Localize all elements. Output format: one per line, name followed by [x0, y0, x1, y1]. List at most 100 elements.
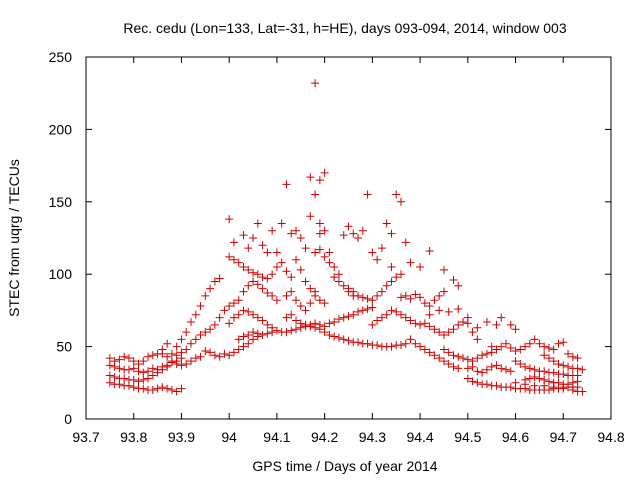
data-point	[521, 380, 530, 389]
data-point	[516, 345, 525, 354]
data-point	[344, 284, 353, 293]
data-point	[535, 339, 544, 348]
data-point	[253, 329, 262, 338]
data-point	[239, 231, 248, 240]
data-point	[215, 352, 224, 361]
data-point	[225, 351, 234, 360]
data-point	[129, 375, 138, 384]
data-point	[478, 351, 487, 360]
data-point	[115, 380, 124, 389]
data-point	[377, 287, 386, 296]
data-point	[191, 335, 200, 344]
data-point	[473, 323, 482, 332]
data-point	[554, 339, 563, 348]
data-point	[244, 331, 253, 340]
data-point	[382, 310, 391, 319]
data-point	[439, 345, 448, 354]
data-point	[234, 335, 243, 344]
data-point	[253, 313, 262, 322]
data-point	[139, 375, 148, 384]
data-point	[554, 378, 563, 387]
data-point	[253, 219, 262, 228]
data-point	[239, 306, 248, 315]
data-point	[468, 377, 477, 386]
data-point	[105, 354, 114, 363]
data-point	[459, 317, 468, 326]
data-point	[358, 226, 367, 235]
data-point	[182, 328, 191, 337]
data-point	[330, 332, 339, 341]
data-point	[239, 287, 248, 296]
data-point	[225, 215, 234, 224]
data-point	[258, 331, 267, 340]
chart-title: Rec. cedu (Lon=133, Lat=-31, h=HE), days…	[123, 20, 566, 36]
data-point	[306, 322, 315, 331]
data-point	[559, 338, 568, 347]
x-tick-label: 94.8	[597, 429, 624, 445]
data-point	[296, 302, 305, 311]
data-point	[229, 348, 238, 357]
data-point	[229, 238, 238, 247]
data-point	[177, 348, 186, 357]
data-point	[249, 268, 258, 277]
data-point	[444, 359, 453, 368]
data-point	[373, 291, 382, 300]
data-point	[354, 234, 363, 242]
data-point	[334, 315, 343, 324]
data-point	[239, 342, 248, 351]
data-point	[564, 349, 573, 358]
data-point	[463, 374, 472, 383]
data-point	[201, 328, 210, 337]
data-point	[129, 364, 138, 373]
x-tick-label: 93.9	[168, 429, 195, 445]
data-point	[454, 304, 463, 313]
data-point	[373, 255, 382, 264]
data-point	[249, 328, 258, 337]
data-point	[339, 335, 348, 344]
y-tick-label: 200	[49, 121, 73, 137]
data-point	[315, 245, 324, 254]
data-point	[497, 342, 506, 351]
data-point	[439, 331, 448, 340]
data-point	[554, 359, 563, 368]
x-tick-label: 94.7	[550, 429, 577, 445]
data-point	[339, 313, 348, 322]
data-point	[325, 319, 334, 328]
data-point	[325, 331, 334, 340]
data-point	[330, 262, 339, 271]
data-point	[568, 352, 577, 361]
data-point	[234, 258, 243, 267]
data-point	[482, 349, 491, 358]
data-point	[139, 368, 148, 377]
data-point	[549, 383, 558, 392]
plot-frame	[85, 56, 612, 420]
data-point	[239, 332, 248, 341]
data-point	[439, 265, 448, 274]
data-point	[272, 326, 281, 335]
data-point	[315, 229, 324, 238]
data-point	[425, 247, 434, 256]
data-point	[253, 270, 262, 279]
data-point	[105, 371, 114, 380]
data-point	[292, 316, 300, 325]
data-point	[416, 262, 425, 271]
data-point	[191, 310, 200, 319]
data-point	[387, 342, 396, 351]
data-point	[249, 335, 258, 344]
data-point	[244, 339, 253, 348]
data-point	[444, 348, 453, 357]
data-point	[315, 176, 324, 185]
data-point	[511, 378, 520, 387]
data-point	[287, 273, 296, 282]
data-point	[115, 364, 124, 373]
data-point	[272, 262, 281, 271]
data-point	[435, 354, 444, 363]
data-point	[435, 306, 444, 315]
data-point	[468, 362, 477, 371]
data-point	[411, 290, 420, 299]
data-point	[397, 310, 405, 319]
data-point	[482, 365, 491, 374]
data-point	[401, 339, 410, 348]
data-point	[387, 229, 396, 238]
data-point	[177, 335, 186, 344]
